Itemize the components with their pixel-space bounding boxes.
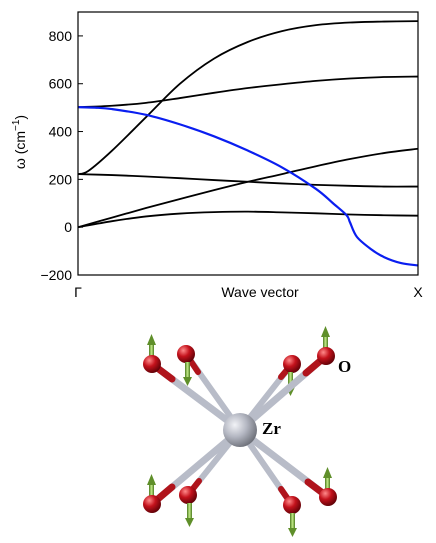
- zirconium-atom: [223, 413, 257, 447]
- oxygen-atom: [179, 486, 197, 504]
- series-layer: [77, 20, 419, 267]
- displacement-arrow-up: [323, 467, 332, 495]
- y-tick-label: 800: [49, 28, 73, 44]
- y-axis-label-close: ): [12, 115, 28, 120]
- oxygen-atom: [319, 488, 337, 506]
- y-axis-label-main: ω (cm: [12, 131, 28, 169]
- y-tick-label: 0: [64, 219, 72, 235]
- oxygen-atom: [143, 355, 161, 373]
- displacement-arrow-up: [321, 326, 330, 354]
- oxygen-atom: [317, 347, 335, 365]
- y-axis-label-sup: −1: [11, 119, 22, 131]
- phonon-dispersion-chart: −200 0 200 400 600 800 Γ X Wave vector ω (cm−…: [11, 11, 423, 300]
- dispersion-branch-2: [77, 210, 419, 229]
- displacement-arrow-up: [147, 334, 156, 362]
- zirconium-label: Zr: [262, 419, 281, 438]
- displacement-arrow-down: [185, 503, 194, 527]
- dispersion-branch-3: [77, 173, 419, 188]
- displacement-arrow-down: [288, 513, 297, 537]
- crystal-structure: Zr O: [143, 326, 351, 537]
- x-tick-x: X: [413, 284, 423, 300]
- y-tick-label: 200: [49, 171, 73, 187]
- displacement-arrow-up: [147, 474, 156, 502]
- dispersion-branch-4: [77, 20, 419, 175]
- x-tick-gamma: Γ: [74, 284, 82, 300]
- dispersion-branch-6: [77, 106, 419, 267]
- displacement-arrow-down: [183, 362, 192, 386]
- y-ticks: −200 0 200 400 600 800: [40, 28, 83, 283]
- dispersion-branch-5: [77, 75, 419, 109]
- y-tick-label: 600: [49, 76, 73, 92]
- oxygen-label: O: [338, 357, 351, 376]
- oxygen-atom: [177, 345, 195, 363]
- y-tick-label: −200: [40, 267, 72, 283]
- oxygen-atom: [143, 495, 161, 513]
- oxygen-atom: [283, 355, 301, 373]
- y-axis-label: ω (cm−1): [11, 115, 28, 169]
- x-axis-label: Wave vector: [221, 284, 299, 300]
- oxygen-atom: [283, 496, 301, 514]
- y-tick-label: 400: [49, 124, 73, 140]
- plot-frame: [77, 11, 419, 276]
